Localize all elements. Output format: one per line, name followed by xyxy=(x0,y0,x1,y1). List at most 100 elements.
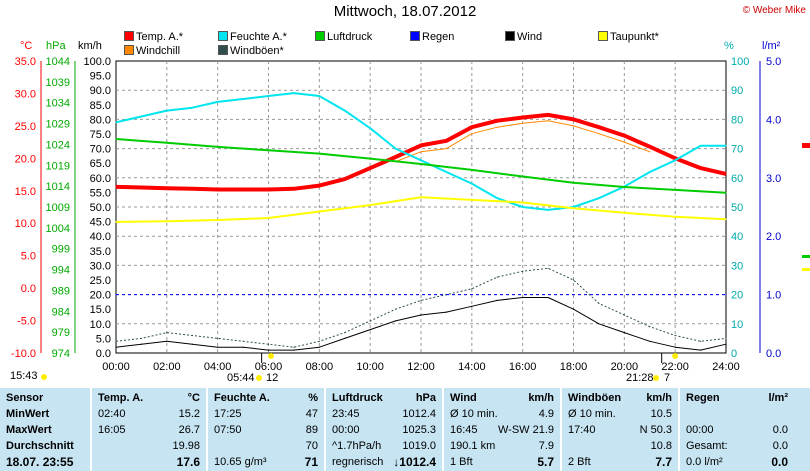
data-point xyxy=(395,156,397,158)
data-point xyxy=(293,349,295,351)
data-point xyxy=(725,145,727,147)
data-point xyxy=(217,188,219,191)
x-tick-label: 24:00 xyxy=(712,361,740,373)
data-point xyxy=(293,188,295,190)
data-point xyxy=(598,197,600,199)
data-point xyxy=(318,340,320,342)
wind-tick-label: 5.0 xyxy=(96,333,111,345)
data-point xyxy=(649,340,651,342)
copyright: © Weber Mike xyxy=(742,5,806,16)
data-point xyxy=(420,163,422,165)
x-tick-label: 18:00 xyxy=(560,361,588,373)
legend-label: Luftdruck xyxy=(327,31,373,43)
data-point xyxy=(242,346,244,348)
data-point xyxy=(471,183,473,185)
rain-tick-label: 2.0 xyxy=(766,231,781,243)
pressure-tick-label: 989 xyxy=(52,285,70,297)
data-point xyxy=(674,216,676,218)
humidity-tick-label: 50 xyxy=(731,202,743,214)
wind-tick-label: 50.0 xyxy=(90,202,111,214)
data-point xyxy=(115,121,117,123)
weather-chart: 00:00 02:00 04:00 06:00 08:00 10:00 12:00 14:00… xyxy=(11,56,810,381)
data-point xyxy=(471,126,473,128)
data-point xyxy=(445,148,447,150)
data-point xyxy=(217,346,219,348)
data-point xyxy=(217,146,219,148)
data-point xyxy=(547,120,549,122)
data-point xyxy=(140,343,142,345)
data-point xyxy=(420,151,422,153)
wind-tick-label: 30.0 xyxy=(90,260,111,272)
wind-tick-label: 0.0 xyxy=(96,348,111,360)
data-point xyxy=(166,110,168,112)
legend-item-1: Feuchte A.* xyxy=(218,31,287,43)
data-point xyxy=(191,188,193,190)
data-point xyxy=(242,340,244,342)
rain-tick-label: 1.0 xyxy=(766,290,781,302)
x-tick-label: 16:00 xyxy=(509,361,537,373)
data-point xyxy=(166,332,168,334)
data-point xyxy=(267,217,270,219)
legend-item-6: Windchill xyxy=(124,45,180,57)
data-point xyxy=(623,141,625,143)
data-point xyxy=(166,142,168,144)
data-point xyxy=(598,302,600,304)
data-point xyxy=(445,311,447,313)
data-point xyxy=(395,148,397,150)
data-point xyxy=(674,346,676,348)
legend-item-4: Wind xyxy=(505,31,542,43)
x-tick-label: 08:00 xyxy=(306,361,334,373)
data-point xyxy=(191,343,193,345)
data-point xyxy=(725,337,727,339)
col-humidity: Feuchte A.% 17:25 47 07:50 89 70 10.65 g/m… xyxy=(206,388,324,471)
data-point xyxy=(191,334,193,337)
sunset-label: 21:28 xyxy=(626,372,654,384)
wind-tick-label: 20.0 xyxy=(90,290,111,302)
humidity-tick-label: 20 xyxy=(731,290,743,302)
col-gust: Windböen km/h Ø 10 min. 10.5 17:40 N 50.3 1… xyxy=(560,388,678,471)
pressure-tick-label: 994 xyxy=(52,265,70,277)
humidity-tick-label: 0 xyxy=(731,348,737,360)
pressure-tick-label: 974 xyxy=(52,348,70,360)
pressure-tick-label: 1019 xyxy=(46,160,70,172)
data-point xyxy=(522,296,524,299)
data-point xyxy=(115,186,117,188)
data-point xyxy=(700,145,702,147)
temp-tick-label: 30.0 xyxy=(15,88,36,100)
data-point xyxy=(191,107,193,109)
pressure-tick-label: 1044 xyxy=(46,56,70,68)
rain-tick-label: 3.0 xyxy=(766,173,781,185)
data-point xyxy=(140,186,142,189)
data-point xyxy=(344,178,346,180)
data-point xyxy=(318,185,320,187)
data-point xyxy=(598,133,600,135)
humidity-tick-label: 100 xyxy=(731,56,749,68)
data-point xyxy=(166,187,168,189)
wind-tick-label: 40.0 xyxy=(90,231,111,243)
legend-swatch xyxy=(410,31,420,41)
pressure-tick-label: 979 xyxy=(52,327,70,339)
data-point xyxy=(267,149,270,151)
x-tick-label: 00:00 xyxy=(102,361,130,373)
wind-tick-label: 100.0 xyxy=(83,56,111,68)
temp-tick-label: 5.0 xyxy=(21,251,36,263)
temp-tick-label: 35.0 xyxy=(15,56,36,68)
data-point xyxy=(649,171,651,173)
data-point xyxy=(522,122,524,124)
data-point xyxy=(471,133,473,135)
moon-right-marker xyxy=(672,353,679,359)
data-point xyxy=(725,173,727,175)
legend-swatch xyxy=(218,45,228,55)
sun-marker-left xyxy=(41,374,47,380)
data-point xyxy=(293,92,295,94)
data-point xyxy=(598,126,600,128)
data-point xyxy=(344,332,346,334)
legend-swatch xyxy=(315,31,325,41)
legend-label: Windböen* xyxy=(230,45,284,57)
wind-tick-label: 55.0 xyxy=(90,187,111,199)
edge-mark-press xyxy=(802,255,810,258)
legend-swatch xyxy=(124,45,134,55)
col-pressure: Luftdruck hPa 23:45 1012.4 00:00 1025.3 ^1.… xyxy=(324,388,442,471)
data-point xyxy=(572,118,575,120)
data-point xyxy=(267,349,270,351)
